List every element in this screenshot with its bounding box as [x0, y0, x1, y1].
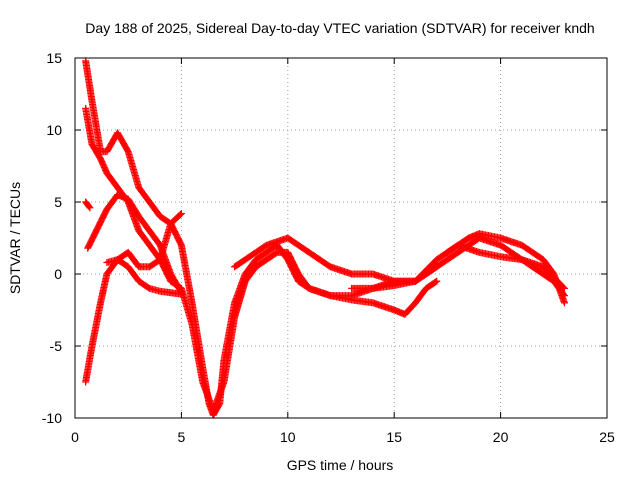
data-point	[177, 290, 185, 298]
data-point	[177, 210, 185, 218]
series-arc-5	[82, 198, 94, 212]
data-point	[560, 284, 568, 292]
x-tick-label: 10	[280, 429, 296, 445]
y-axis-label: SDTVAR / TECUs	[7, 182, 23, 294]
series-arc-2	[82, 104, 441, 415]
series-arc-3	[84, 191, 185, 297]
data-point	[559, 283, 567, 291]
axis-ticks: 0 5 10 15 20 25 -10 -5 0 5 10 15	[42, 50, 615, 445]
y-tick-label: 5	[54, 194, 62, 210]
series-arc-4	[82, 210, 185, 386]
data-point	[560, 299, 568, 307]
x-tick-label: 0	[71, 429, 79, 445]
y-tick-label: 0	[54, 266, 62, 282]
data-points	[82, 57, 568, 419]
series-arc-6	[103, 256, 185, 298]
series-arc-1	[82, 57, 441, 419]
series-arc-9	[443, 241, 568, 292]
y-tick-label: 10	[46, 122, 62, 138]
y-tick-label: 15	[46, 50, 62, 66]
x-tick-label: 20	[493, 429, 509, 445]
y-tick-label: -10	[42, 410, 62, 426]
data-point	[85, 203, 93, 211]
x-axis-label: GPS time / hours	[287, 457, 394, 473]
grid	[75, 58, 607, 418]
y-tick-label: -5	[50, 338, 63, 354]
data-point	[432, 278, 440, 286]
x-tick-label: 5	[178, 429, 186, 445]
data-point	[176, 211, 184, 219]
x-tick-label: 25	[599, 429, 615, 445]
x-tick-label: 15	[386, 429, 402, 445]
data-point	[433, 277, 441, 285]
plot-frame	[74, 57, 608, 419]
chart-title: Day 188 of 2025, Sidereal Day-to-day VTE…	[85, 20, 594, 36]
data-point	[86, 204, 94, 212]
